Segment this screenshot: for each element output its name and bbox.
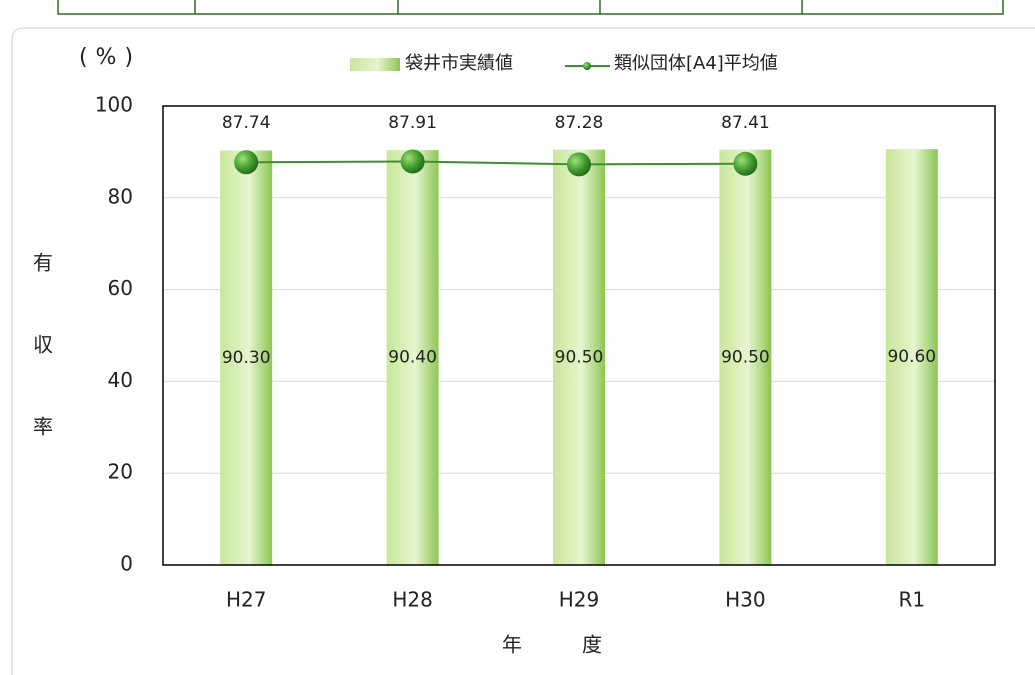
x-tick-label: R1 [898, 588, 925, 612]
line-value-label: 87.74 [222, 113, 271, 133]
bar [220, 150, 273, 565]
x-tick-label: H29 [559, 588, 600, 612]
bar-value-label: 90.60 [887, 347, 936, 367]
y-tick-label: 60 [108, 276, 133, 300]
y-tick-label: 100 [95, 93, 133, 117]
line-marker [567, 152, 591, 177]
y-axis-label: 有収率 [30, 252, 54, 498]
bar [885, 149, 938, 565]
line-value-label: 87.28 [555, 113, 604, 133]
line-marker [733, 151, 758, 176]
legend-swatch-dot [583, 62, 591, 70]
bar [553, 149, 605, 566]
line-marker [234, 150, 259, 175]
bar [719, 149, 772, 566]
x-tick-label: H27 [226, 588, 267, 612]
legend-swatch [350, 58, 400, 71]
plot-border [162, 105, 996, 566]
bar-value-label: 90.40 [388, 348, 437, 368]
bar-value-label: 90.30 [222, 348, 271, 368]
x-tick-label: H30 [725, 588, 766, 612]
y-tick-label: 20 [108, 460, 133, 484]
line [246, 160, 746, 166]
line-value-label: 87.91 [388, 113, 437, 133]
unit-label: (%) [79, 45, 141, 70]
bar-value-label: 90.50 [555, 347, 604, 367]
top-table-strip [57, 0, 1004, 15]
line-value-label: 87.41 [721, 113, 770, 133]
bar-value-label: 90.50 [721, 347, 770, 367]
y-tick-label: 0 [120, 552, 133, 576]
bar [386, 150, 439, 565]
y-tick-label: 40 [108, 368, 133, 392]
line-marker [400, 149, 425, 174]
legend-label: 類似団体[A4]平均値 [614, 53, 778, 74]
y-tick-label: 80 [108, 184, 133, 208]
legend-label: 袋井市実績値 [405, 53, 513, 74]
chart-frame [11, 27, 1035, 675]
x-tick-label: H28 [392, 588, 433, 612]
x-axis-label: 年度 [502, 633, 662, 657]
